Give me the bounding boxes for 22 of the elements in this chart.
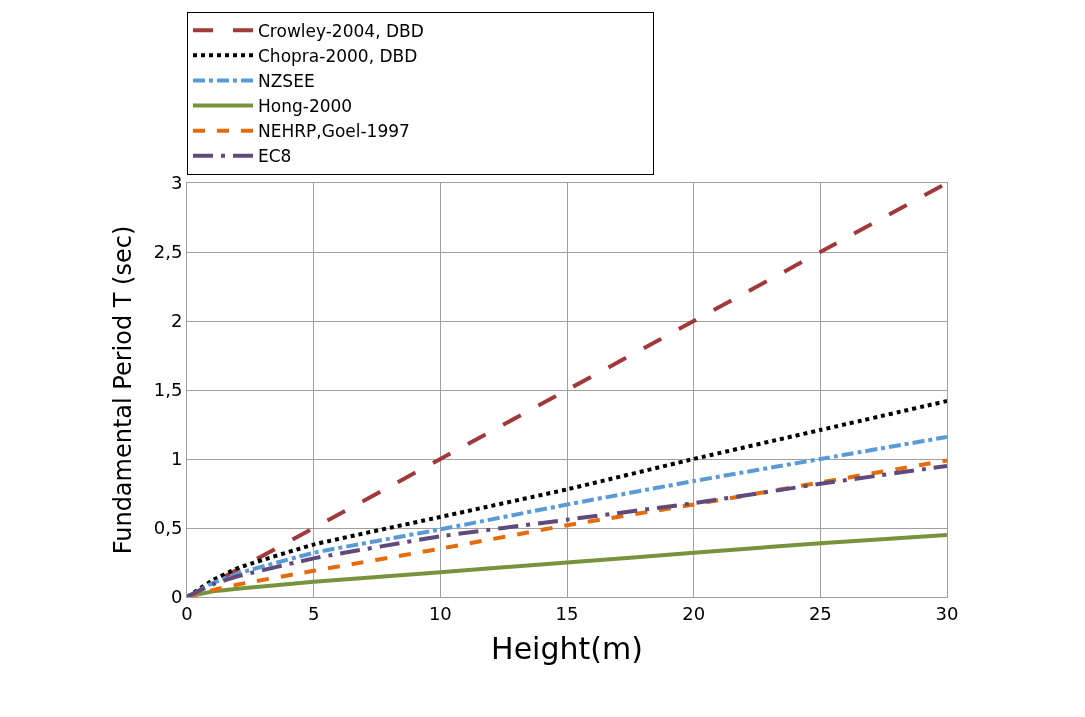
y-tick-label: 1 bbox=[170, 448, 183, 470]
legend-label: NZSEE bbox=[258, 71, 315, 92]
y-tick-label: 1,5 bbox=[153, 379, 183, 401]
y-tick-label: 0 bbox=[170, 586, 183, 608]
x-tick-label: 15 bbox=[555, 602, 579, 624]
y-tick-label: 2 bbox=[170, 310, 183, 332]
x-tick-label: 25 bbox=[808, 602, 832, 624]
legend-label: EC8 bbox=[258, 146, 292, 167]
x-tick-label: 30 bbox=[935, 602, 959, 624]
legend-label: Chopra-2000, DBD bbox=[258, 46, 418, 66]
x-tick-label: 20 bbox=[682, 602, 706, 624]
legend-label: Hong-2000 bbox=[258, 96, 353, 117]
legend-label: Crowley-2004, DBD bbox=[258, 20, 424, 41]
y-axis-title: Fundamental Period T (sec) bbox=[108, 225, 137, 555]
line-series bbox=[187, 183, 947, 597]
x-axis-title: Height(m) bbox=[491, 631, 643, 667]
x-tick-label: 10 bbox=[428, 602, 452, 624]
x-tick-label: 5 bbox=[307, 602, 320, 624]
y-tick-label: 2,5 bbox=[153, 241, 183, 263]
y-tick-label: 0,5 bbox=[153, 517, 183, 539]
legend-label: NEHRP,Goel-1997 bbox=[258, 121, 410, 142]
y-tick-label: 3 bbox=[170, 172, 183, 194]
